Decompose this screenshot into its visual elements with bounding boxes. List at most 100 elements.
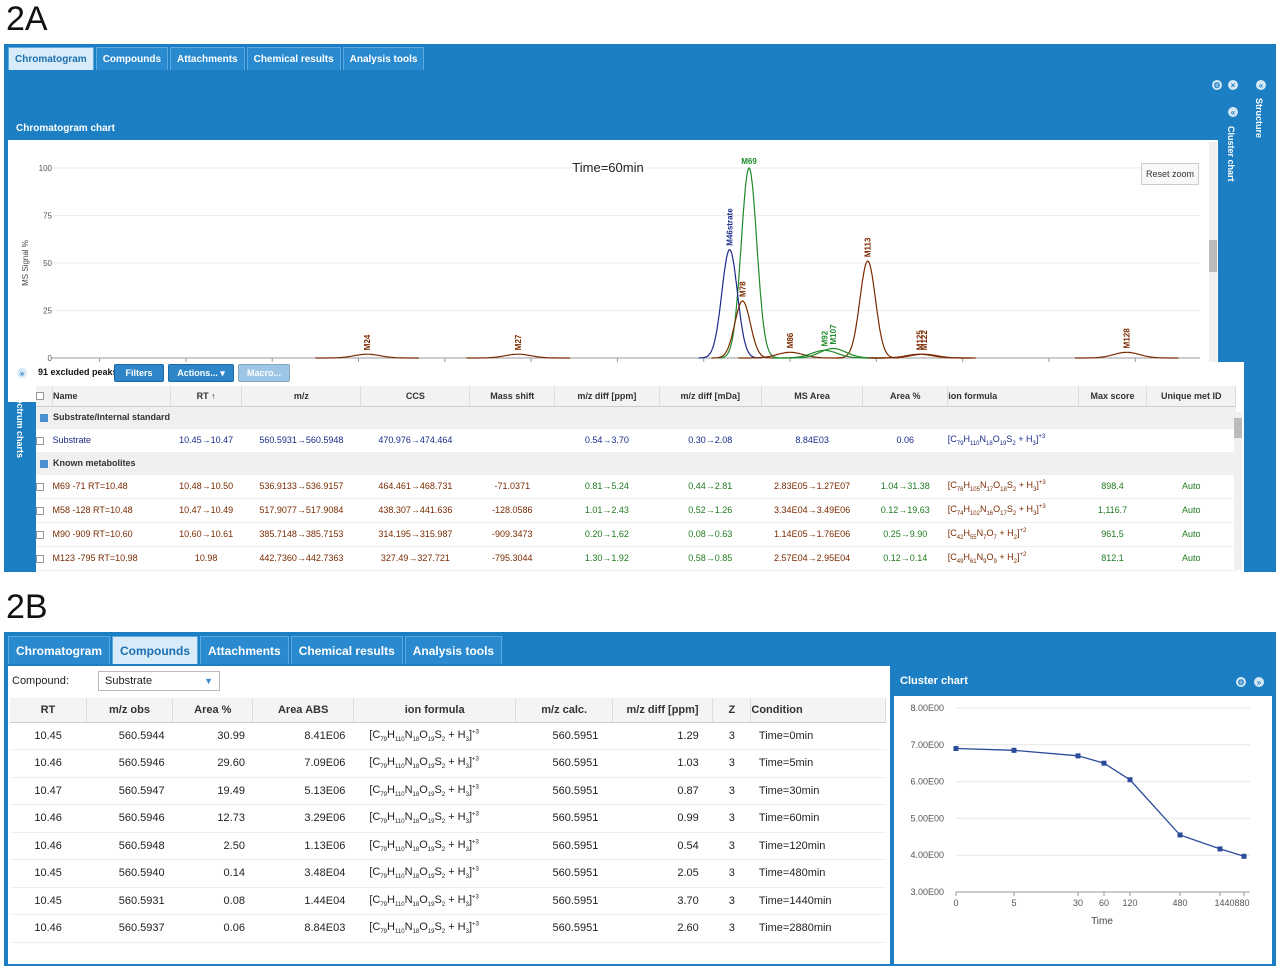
- table-row[interactable]: 10.45 560.5931 0.08 1.44E04 [C79H110N18O19S2…: [10, 887, 886, 915]
- cell-mda: 0.52→1.26: [659, 498, 761, 522]
- group-header[interactable]: Substrate/Internal standard: [36, 406, 1236, 428]
- peak-trace[interactable]: [837, 261, 899, 358]
- column-header[interactable]: m/z: [242, 386, 361, 406]
- x-tick-label: 60: [1099, 898, 1109, 908]
- table-row[interactable]: 10.46 560.5946 12.73 3.29E06 [C79H110N18O19S…: [10, 805, 886, 833]
- collapse-structure-icon[interactable]: «: [1256, 80, 1266, 90]
- a-tab-compounds[interactable]: Compounds: [96, 47, 168, 70]
- compound-select-value: Substrate: [105, 675, 152, 687]
- gear-icon[interactable]: ⚙: [1212, 80, 1222, 90]
- column-header[interactable]: CCS: [361, 386, 470, 406]
- structure-panel-title[interactable]: Structure: [1254, 98, 1264, 138]
- cell-pct: 1.04→31.38: [863, 474, 948, 498]
- data-point[interactable]: [1102, 761, 1107, 766]
- peak-label: M24: [363, 334, 372, 350]
- column-header[interactable]: Mass shift: [470, 386, 555, 406]
- peak-trace[interactable]: [315, 354, 419, 358]
- expand-spectrum-icon[interactable]: »: [17, 368, 27, 378]
- reset-zoom-button[interactable]: Reset zoom: [1141, 163, 1199, 185]
- cell: 560.5946: [86, 805, 172, 833]
- column-header[interactable]: RT: [10, 698, 86, 722]
- close-icon[interactable]: ×: [1228, 80, 1238, 90]
- filters-button[interactable]: Filters: [114, 364, 164, 382]
- grid-scrollbar[interactable]: [1234, 412, 1242, 570]
- a-tab-analysis-tools[interactable]: Analysis tools: [343, 47, 425, 70]
- cell: [C79H110N18O19S2 + H3]+3: [353, 722, 516, 750]
- column-header[interactable]: Area %: [173, 698, 253, 722]
- b-tab-compounds[interactable]: Compounds: [112, 636, 198, 664]
- column-header[interactable]: Area %: [863, 386, 948, 406]
- data-point[interactable]: [1076, 753, 1081, 758]
- table-row[interactable]: 10.47 560.5947 19.49 5.13E06 [C79H110N18O19S…: [10, 777, 886, 805]
- column-header[interactable]: Condition: [751, 698, 886, 722]
- b-tab-chromatogram[interactable]: Chromatogram: [8, 636, 110, 664]
- cell-mz: 536.9133→536.9157: [242, 474, 361, 498]
- a-tab-chromatogram[interactable]: Chromatogram: [8, 47, 94, 70]
- compound-select[interactable]: Substrate ▼: [98, 671, 220, 691]
- data-point[interactable]: [1242, 854, 1247, 859]
- table-row[interactable]: M123 -795 RT=10.98 10.98 442.7360→442.7363…: [36, 546, 1236, 570]
- expand-icon[interactable]: »: [1254, 677, 1264, 687]
- chart-scrollbar[interactable]: [1209, 142, 1217, 398]
- row-checkbox[interactable]: [36, 555, 44, 563]
- cluster-chart-panel-title[interactable]: Cluster chart: [1226, 126, 1236, 182]
- cell: 560.5948: [86, 832, 172, 860]
- group-header[interactable]: Known metabolites: [36, 452, 1236, 474]
- column-header[interactable]: m/z calc.: [516, 698, 612, 722]
- table-row[interactable]: 10.46 560.5946 29.60 7.09E06 [C79H110N18O19S…: [10, 750, 886, 778]
- collapse-cluster-icon[interactable]: «: [1228, 107, 1238, 117]
- a-tab-attachments[interactable]: Attachments: [170, 47, 245, 70]
- cell-pct: 0.12→0.14: [863, 546, 948, 570]
- data-point[interactable]: [1012, 748, 1017, 753]
- column-header[interactable]: Name: [53, 386, 171, 406]
- data-point[interactable]: [1218, 846, 1223, 851]
- macro-button[interactable]: Macro...: [238, 364, 290, 382]
- column-header[interactable]: Z: [713, 698, 751, 722]
- peak-trace[interactable]: [1075, 352, 1179, 358]
- select-all-checkbox[interactable]: [36, 392, 44, 400]
- column-header[interactable]: MS Area: [761, 386, 862, 406]
- column-header[interactable]: Area ABS: [253, 698, 353, 722]
- y-tick-label: 6.00E00: [910, 777, 944, 787]
- table-row[interactable]: 10.45 560.5940 0.14 3.48E04 [C79H110N18O19S2…: [10, 860, 886, 888]
- table-row[interactable]: Substrate 10.45→10.47 560.5931→560.5948 470…: [36, 428, 1236, 452]
- actions-button[interactable]: Actions... ▾: [168, 364, 234, 382]
- b-tab-chemical-results[interactable]: Chemical results: [291, 636, 403, 664]
- column-header[interactable]: ion formula: [948, 386, 1078, 406]
- column-header[interactable]: RT ↑: [170, 386, 242, 406]
- row-checkbox[interactable]: [36, 507, 44, 515]
- cell: 10.46: [10, 750, 86, 778]
- a-tab-chemical-results[interactable]: Chemical results: [247, 47, 341, 70]
- table-row[interactable]: 10.46 560.5937 0.06 8.84E03 [C79H110N18O19S2…: [10, 915, 886, 943]
- cell: 1.44E04: [253, 887, 353, 915]
- table-row[interactable]: M69 -71 RT=10.48 10.48→10.50 536.9133→536.…: [36, 474, 1236, 498]
- cell: 3: [713, 860, 751, 888]
- cell: 560.5951: [516, 915, 612, 943]
- data-point[interactable]: [1128, 777, 1133, 782]
- row-checkbox[interactable]: [36, 531, 44, 539]
- peak-label: M78: [739, 281, 748, 297]
- cell-ppm: 1.30→1.92: [555, 546, 659, 570]
- column-header[interactable]: m/z diff [mDa]: [659, 386, 761, 406]
- spectrum-charts-panel-title[interactable]: Spectrum charts: [15, 387, 25, 458]
- column-header[interactable]: m/z diff [ppm]: [612, 698, 712, 722]
- b-tab-attachments[interactable]: Attachments: [200, 636, 289, 664]
- table-row[interactable]: 10.46 560.5948 2.50 1.13E06 [C79H110N18O19S2…: [10, 832, 886, 860]
- data-point[interactable]: [954, 746, 959, 751]
- table-row[interactable]: M90 -909 RT=10.60 10.60→10.61 385.7148→385…: [36, 522, 1236, 546]
- column-header[interactable]: m/z diff [ppm]: [555, 386, 659, 406]
- table-row[interactable]: M58 -128 RT=10.48 10.47→10.49 517.9077→517…: [36, 498, 1236, 522]
- cell-name: M69 -71 RT=10.48: [53, 474, 171, 498]
- row-checkbox[interactable]: [36, 483, 44, 491]
- row-checkbox[interactable]: [36, 437, 44, 445]
- column-header[interactable]: Max score: [1078, 386, 1147, 406]
- column-header[interactable]: Unique met ID: [1147, 386, 1236, 406]
- x-axis-label: Time: [1091, 916, 1113, 927]
- peak-trace[interactable]: [466, 354, 570, 358]
- table-row[interactable]: 10.45 560.5944 30.99 8.41E06 [C79H110N18O19S…: [10, 722, 886, 750]
- column-header[interactable]: ion formula: [353, 698, 516, 722]
- data-point[interactable]: [1178, 832, 1183, 837]
- column-header[interactable]: m/z obs: [86, 698, 172, 722]
- b-tab-analysis-tools[interactable]: Analysis tools: [405, 636, 502, 664]
- gear-icon[interactable]: ⚙: [1236, 677, 1246, 687]
